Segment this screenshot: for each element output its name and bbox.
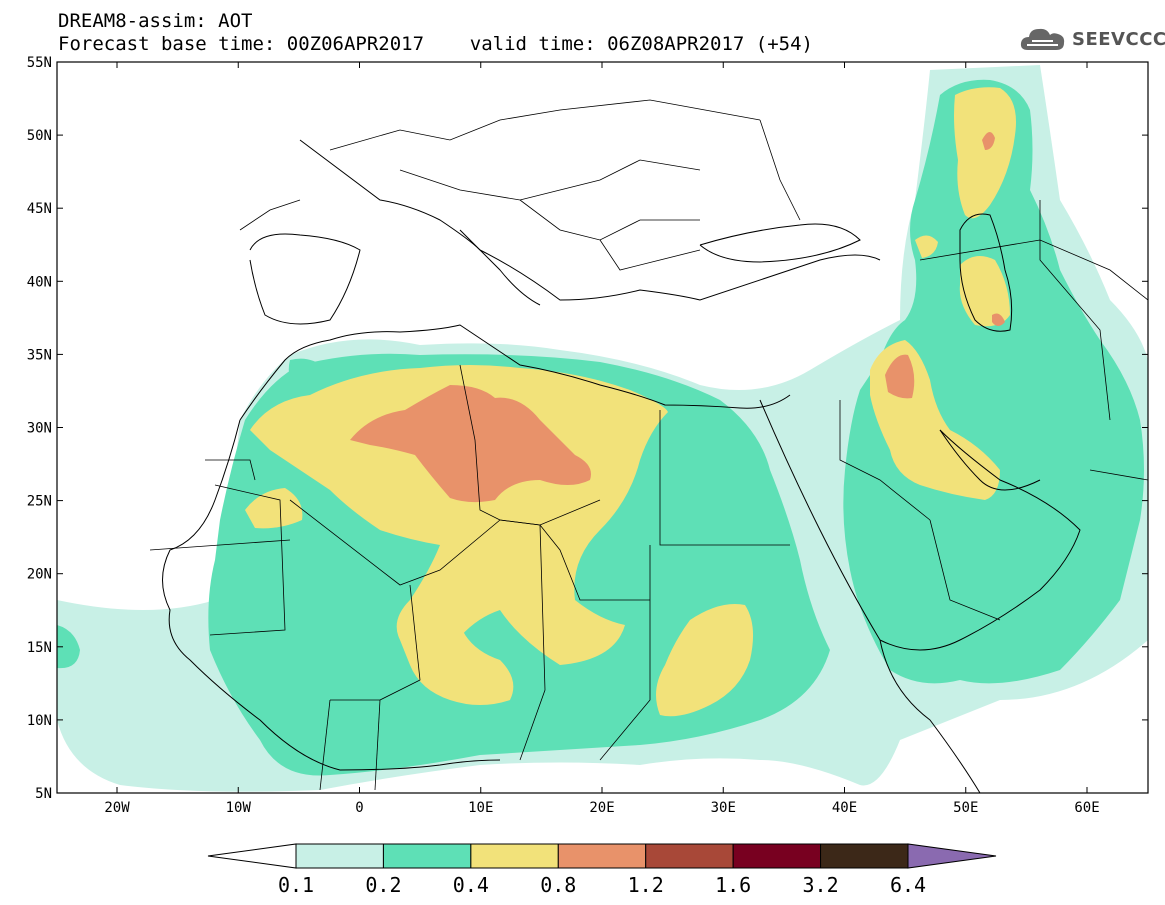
colorbar-boxes	[295, 843, 909, 869]
lon-label: 50E	[953, 800, 978, 816]
colorbar-label: 0.1	[278, 873, 314, 897]
colorbar-label: 0.2	[365, 873, 401, 897]
iberia-coast	[249, 233, 361, 325]
border-layer	[149, 99, 1148, 791]
colorbar-box	[732, 843, 822, 869]
aot-region-0.8d	[992, 313, 1005, 326]
aot-region-0.2c	[57, 625, 80, 669]
colorbar-label: 0.8	[540, 873, 576, 897]
colorbar-box	[557, 843, 647, 869]
lon-label: 30E	[711, 800, 736, 816]
lon-label: 20W	[104, 800, 130, 816]
caspian-coast	[959, 213, 1013, 332]
colorbar-label: 0.4	[453, 873, 489, 897]
lat-label: 20N	[27, 567, 52, 583]
colorbar-box	[820, 843, 909, 869]
axis-ticks	[57, 61, 1148, 794]
longitude-labels: 20W 10W 0 10E 20E 30E 40E 50E 60E	[104, 800, 1099, 816]
latitude-labels: 55N 50N 45N 40N 35N 30N 25N 20N 15N 10N 5N	[27, 55, 52, 802]
lat-label: 30N	[27, 421, 52, 437]
colorbar-box	[295, 843, 384, 869]
aot-region-0.4f	[954, 87, 1016, 219]
map-title: DREAM8-assim: AOT	[58, 10, 253, 32]
arabia-coast	[879, 429, 1081, 651]
lat-label: 50N	[27, 128, 52, 144]
west-africa-coast	[162, 419, 501, 771]
colorbar-lower-arrow	[207, 843, 297, 869]
europe-coast	[299, 139, 881, 301]
lat-label: 15N	[27, 640, 52, 656]
black-sea-coast	[699, 223, 861, 263]
colorbar-upper-arrow	[907, 843, 997, 869]
colorbar-label: 1.6	[715, 873, 751, 897]
lon-label: 20E	[589, 800, 614, 816]
aot-contour-layer	[57, 65, 1148, 792]
logo-text: SEEVCCC	[1072, 28, 1165, 50]
coastline-layer	[162, 139, 1081, 793]
lat-label: 10N	[27, 713, 52, 729]
aot-region-0.4d	[656, 604, 754, 717]
north-africa-coast	[239, 324, 791, 421]
lat-label: 25N	[27, 494, 52, 510]
colorbar-label: 6.4	[890, 873, 926, 897]
aot-region-0.2b	[843, 79, 1144, 684]
east-africa-coast	[879, 639, 981, 793]
lat-label: 5N	[35, 786, 52, 802]
aot-region-0.8	[350, 385, 591, 503]
cloud-icon	[1020, 28, 1065, 50]
colorbar-box	[645, 843, 734, 869]
colorbar: 0.1 0.2 0.4 0.8 1.2 1.6 3.2 6.4	[207, 843, 997, 897]
lon-label: 60E	[1074, 800, 1099, 816]
lon-label: 10W	[226, 800, 252, 816]
aot-region-0.4h	[915, 235, 938, 258]
lon-label: 10E	[468, 800, 493, 816]
aot-region-0.8c	[982, 131, 995, 150]
seevccc-logo: SEEVCCC	[1018, 22, 1165, 56]
aot-region-0.2d	[288, 358, 325, 390]
italy-coast	[459, 229, 541, 306]
lat-label: 55N	[27, 55, 52, 71]
lon-label: 40E	[832, 800, 857, 816]
aot-region-0.8b	[885, 354, 915, 399]
aot-region-0.4g	[959, 256, 1010, 327]
colorbar-box	[382, 843, 472, 869]
aot-region-0.4b	[245, 488, 303, 529]
colorbar-box	[470, 843, 559, 869]
lon-label: 0	[355, 800, 363, 816]
colorbar-label: 1.2	[628, 873, 664, 897]
lat-label: 40N	[27, 274, 52, 290]
persian-gulf-coast	[939, 429, 1041, 491]
colorbar-label: 3.2	[803, 873, 839, 897]
lat-label: 35N	[27, 347, 52, 363]
lat-label: 45N	[27, 201, 52, 217]
red-sea-coast	[759, 399, 881, 641]
forecast-time-label: Forecast base time: 00Z06APR2017 valid t…	[58, 33, 813, 55]
aot-region-0.4c	[400, 624, 514, 705]
colorbar-labels: 0.1 0.2 0.4 0.8 1.2 1.6 3.2 6.4	[278, 873, 926, 897]
